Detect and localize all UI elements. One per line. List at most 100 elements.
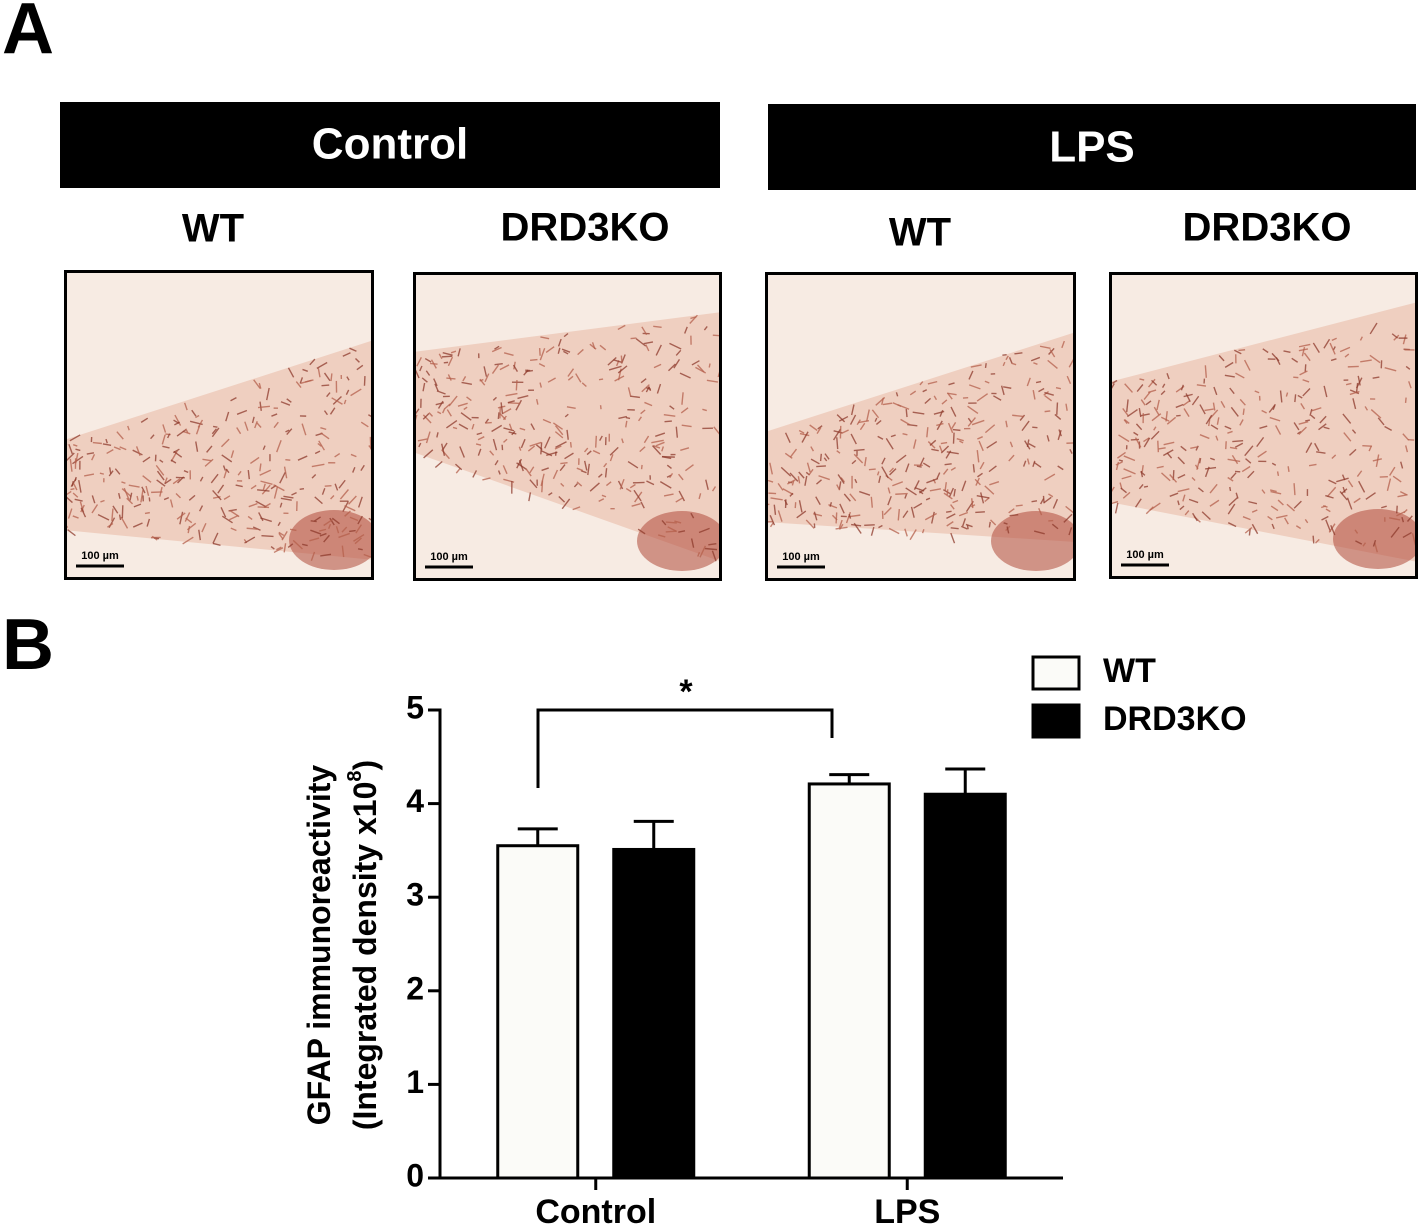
stain-fiber <box>914 486 925 492</box>
stain-fiber <box>530 423 536 431</box>
stain-fiber <box>892 481 904 487</box>
stain-fiber <box>798 471 805 479</box>
stain-fiber <box>684 326 688 334</box>
stain-fiber <box>559 464 566 472</box>
stain-fiber <box>182 536 194 545</box>
stain-fiber <box>640 378 647 384</box>
stain-fiber <box>1032 426 1038 429</box>
stain-fiber <box>271 413 278 417</box>
stain-fiber <box>617 365 628 374</box>
stain-fiber <box>438 353 443 360</box>
stain-fiber <box>452 426 458 430</box>
stain-fiber <box>877 435 884 440</box>
y-tick-label: 1 <box>406 1064 424 1100</box>
stain-fiber <box>520 438 526 449</box>
stain-fiber <box>334 452 341 458</box>
stain-fiber <box>287 543 294 548</box>
stain-fiber <box>609 446 619 456</box>
stain-fiber <box>279 502 283 508</box>
stain-fiber <box>140 417 149 423</box>
stain-fiber <box>283 466 288 479</box>
stain-fiber <box>940 445 950 454</box>
stain-fiber <box>655 344 662 356</box>
stain-fiber <box>912 439 917 449</box>
stain-fiber <box>80 507 87 518</box>
stain-fiber <box>491 364 500 374</box>
stain-fiber <box>784 452 793 459</box>
stain-fiber <box>247 515 253 521</box>
stain-fiber <box>529 479 538 489</box>
panel-label: B <box>2 605 54 685</box>
stain-fiber <box>605 481 612 487</box>
stain-fiber <box>1115 461 1123 466</box>
stain-fiber <box>881 466 889 479</box>
stain-fiber <box>346 376 350 381</box>
stain-fiber <box>1032 389 1036 400</box>
stain-fiber <box>72 455 84 465</box>
stain-fiber <box>1000 385 1005 396</box>
stain-fiber <box>1183 393 1193 398</box>
y-label-close: ) <box>347 760 383 771</box>
stain-fiber <box>416 356 422 367</box>
stain-fiber <box>675 426 679 438</box>
stain-fiber <box>900 418 911 426</box>
stain-fiber <box>1254 390 1260 394</box>
stain-fiber <box>273 421 279 429</box>
stain-fiber <box>540 336 550 340</box>
stain-fiber <box>808 468 814 476</box>
stain-fiber <box>1133 431 1139 436</box>
stain-fiber <box>1185 393 1191 403</box>
stain-fiber <box>566 406 576 410</box>
stain-fiber <box>335 526 340 534</box>
stain-fiber <box>150 434 155 440</box>
stain-fiber <box>1293 483 1296 496</box>
stain-fiber <box>767 503 770 506</box>
stain-fiber <box>497 412 500 420</box>
stain-fiber <box>128 484 140 488</box>
stain-fiber <box>515 380 518 391</box>
stain-fiber <box>1069 449 1073 454</box>
bar <box>496 844 580 1180</box>
stain-fiber <box>1295 525 1302 530</box>
legend-label: DRD3KO <box>1103 700 1247 738</box>
stain-fiber <box>442 408 446 414</box>
stain-fiber <box>329 407 336 415</box>
stain-fiber <box>791 480 795 486</box>
stain-fiber <box>547 377 556 383</box>
stain-fiber <box>73 444 78 447</box>
stain-fiber <box>500 402 504 415</box>
stain-fiber <box>1328 479 1337 485</box>
stain-fiber <box>502 415 507 421</box>
stain-fiber <box>618 415 627 420</box>
stain-fiber <box>318 440 325 451</box>
stain-fiber <box>176 429 187 437</box>
stain-fiber <box>583 460 588 471</box>
scale-bar-label: 100 µm <box>782 551 820 563</box>
stain-fiber <box>114 468 121 475</box>
stain-fiber <box>829 502 833 507</box>
stain-fiber <box>1009 513 1019 517</box>
stain-fiber <box>936 420 943 431</box>
stain-fiber <box>1277 499 1284 506</box>
stain-fiber <box>824 453 830 460</box>
stain-fiber <box>895 392 899 397</box>
stain-fiber <box>573 483 579 488</box>
stain-fiber <box>1143 391 1151 401</box>
stain-fiber <box>508 431 517 435</box>
stain-fiber <box>948 382 955 386</box>
stain-fiber <box>1377 417 1385 426</box>
stain-fiber <box>1205 466 1217 470</box>
stain-fiber <box>320 553 332 557</box>
stain-fiber <box>853 448 865 452</box>
stain-fiber <box>1201 511 1211 520</box>
stain-fiber <box>595 435 598 448</box>
group-banner <box>768 104 1416 190</box>
legend-swatch <box>1031 703 1081 739</box>
stain-fiber <box>1408 381 1412 389</box>
stain-fiber <box>952 428 961 432</box>
stain-fiber <box>259 401 262 411</box>
stain-fiber <box>270 546 275 550</box>
stain-fiber <box>663 493 674 497</box>
group-title: LPS <box>1049 123 1135 172</box>
stain-fiber <box>968 384 981 390</box>
